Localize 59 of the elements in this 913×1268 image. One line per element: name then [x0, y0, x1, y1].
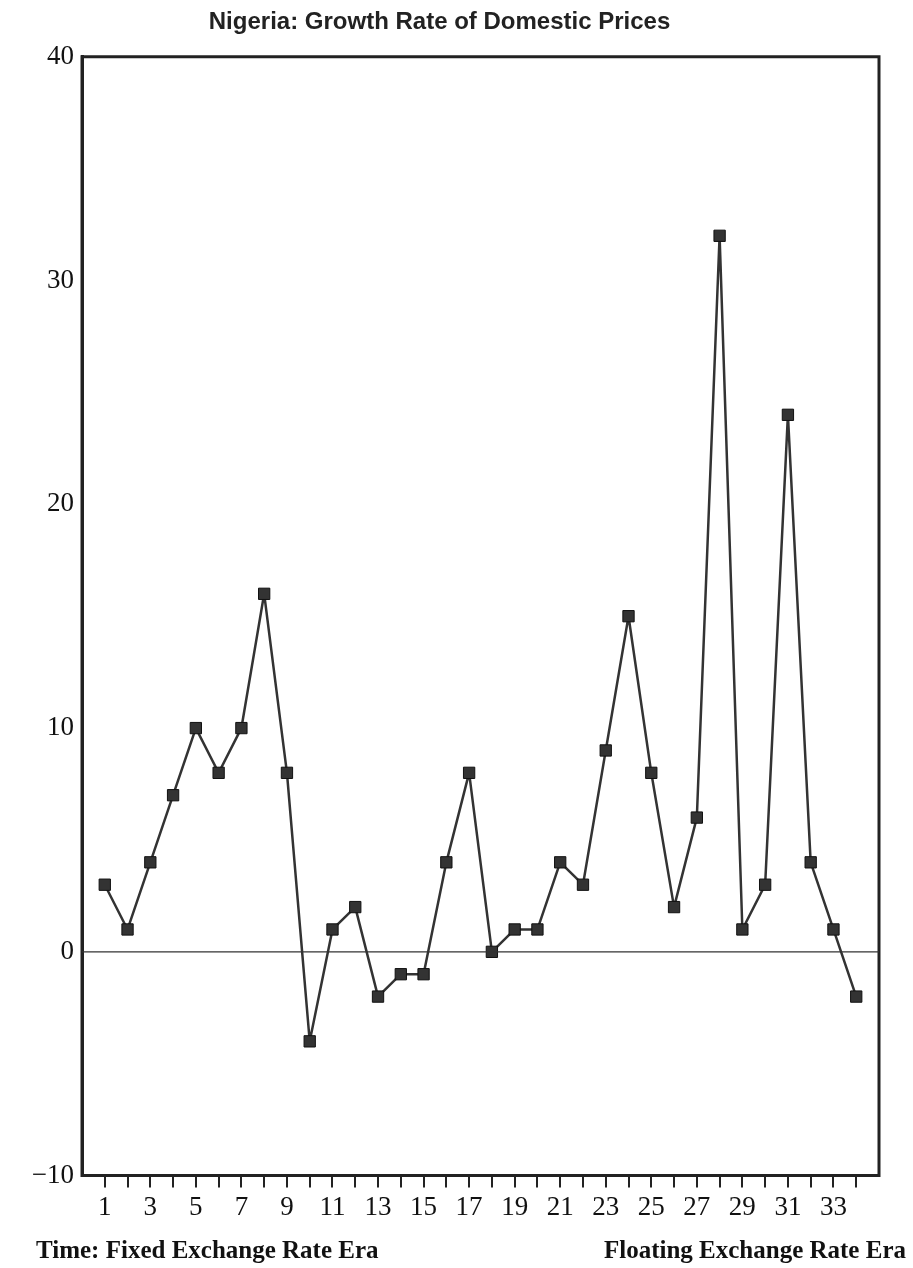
- x-tick-label: 1: [98, 1190, 112, 1221]
- point: [121, 923, 134, 936]
- point: [622, 610, 635, 623]
- point: [531, 923, 544, 936]
- point: [144, 856, 157, 869]
- point: [508, 923, 521, 936]
- point: [804, 856, 817, 869]
- point: [440, 856, 453, 869]
- point: [235, 721, 248, 735]
- point: [462, 766, 476, 779]
- point: [736, 923, 749, 936]
- x-tick-label: 9: [280, 1190, 294, 1221]
- x-tick-label: 17: [455, 1190, 483, 1221]
- x-tick-label: 31: [774, 1190, 802, 1221]
- point: [758, 878, 772, 891]
- y-tick-label: 30: [47, 263, 74, 294]
- text: Floating Exchange Rate Era: [603, 1236, 907, 1263]
- y-tick-label: −10: [31, 1158, 74, 1189]
- x-tick-label: 7: [234, 1190, 249, 1221]
- point: [349, 900, 362, 914]
- point: [98, 878, 111, 891]
- point: [258, 587, 271, 600]
- point: [850, 990, 863, 1003]
- x-tick-label: 25: [637, 1190, 665, 1221]
- x-tick-label: 3: [143, 1190, 158, 1221]
- x-tick-label: 21: [546, 1190, 574, 1221]
- point: [371, 990, 385, 1003]
- point: [827, 923, 840, 936]
- point: [554, 856, 567, 869]
- x-tick-label: 33: [819, 1190, 847, 1221]
- point: [303, 1035, 316, 1048]
- point: [576, 878, 590, 891]
- point: [781, 408, 795, 421]
- x-tick-label: 15: [410, 1190, 438, 1221]
- point: [166, 789, 180, 802]
- point: [326, 923, 339, 936]
- x-axis-title: Time: Fixed Exchange Rate Era: [36, 1236, 380, 1263]
- point: [189, 721, 203, 735]
- chart-title: Nigeria: Growth Rate of Domestic Prices: [208, 7, 671, 35]
- x-tick-label: 19: [501, 1190, 529, 1221]
- x-tick-label: 5: [189, 1190, 203, 1221]
- point: [713, 229, 726, 242]
- y-tick-label: 20: [47, 487, 74, 518]
- point: [690, 811, 703, 824]
- y-tick-label: 0: [60, 934, 74, 965]
- point: [394, 968, 407, 981]
- point: [280, 766, 294, 779]
- x-tick-label: 11: [319, 1190, 346, 1221]
- y-tick-label: 40: [47, 39, 74, 70]
- x-tick-label: 27: [683, 1190, 711, 1221]
- point: [417, 968, 430, 981]
- y-tick-label: 10: [47, 711, 74, 742]
- point: [212, 766, 225, 779]
- x-tick-label: 29: [728, 1190, 756, 1221]
- point: [667, 900, 681, 914]
- point: [599, 744, 612, 757]
- point: [645, 766, 658, 779]
- x-tick-label: 23: [592, 1190, 620, 1221]
- x-tick-label: 13: [364, 1190, 392, 1221]
